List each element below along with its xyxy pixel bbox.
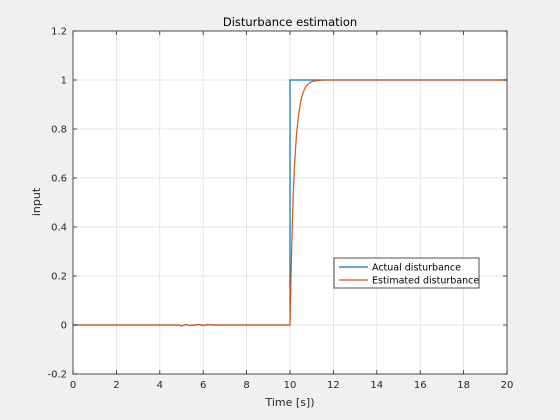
tick-labels: 0 2 4 6 8 10 12 14 16 18 20-0.200.20.40.60.811.2 bbox=[47, 27, 513, 392]
x-tick-label: 18 bbox=[457, 380, 470, 391]
y-tick-label: 0 bbox=[61, 321, 67, 332]
x-tick-label: 6 bbox=[200, 380, 206, 391]
legend-box bbox=[333, 257, 480, 289]
ticks bbox=[72, 30, 508, 375]
chart-title: Disturbance estimation bbox=[223, 15, 357, 29]
y-tick-label: 0.8 bbox=[51, 125, 67, 136]
y-axis-label: input bbox=[30, 187, 43, 216]
series-layer bbox=[73, 79, 507, 327]
legend-label-actual: Actual disturbance bbox=[372, 263, 461, 274]
y-tick-label: 1.2 bbox=[51, 27, 67, 38]
y-tick-label: 1 bbox=[61, 76, 67, 87]
x-tick-label: 4 bbox=[157, 380, 163, 391]
x-tick-label: 20 bbox=[501, 380, 514, 391]
x-tick-label: 12 bbox=[327, 380, 340, 391]
legend-label-estimated: Estimated disturbance bbox=[372, 276, 479, 287]
x-tick-label: 0 bbox=[70, 380, 76, 391]
estimated-disturbance-line bbox=[73, 79, 507, 327]
x-tick-label: 8 bbox=[243, 380, 249, 391]
x-axis-label: Time [s]) bbox=[264, 396, 314, 409]
y-tick-label: 0.6 bbox=[51, 174, 67, 185]
x-tick-label: 10 bbox=[284, 380, 297, 391]
legend: Actual disturbance Estimated disturbance bbox=[333, 257, 480, 289]
x-tick-label: 16 bbox=[414, 380, 427, 391]
y-tick-label: 0.4 bbox=[51, 223, 67, 234]
x-tick-label: 14 bbox=[370, 380, 383, 391]
y-tick-label: 0.2 bbox=[51, 272, 67, 283]
y-tick-label: -0.2 bbox=[47, 370, 67, 381]
x-tick-label: 2 bbox=[113, 380, 119, 391]
